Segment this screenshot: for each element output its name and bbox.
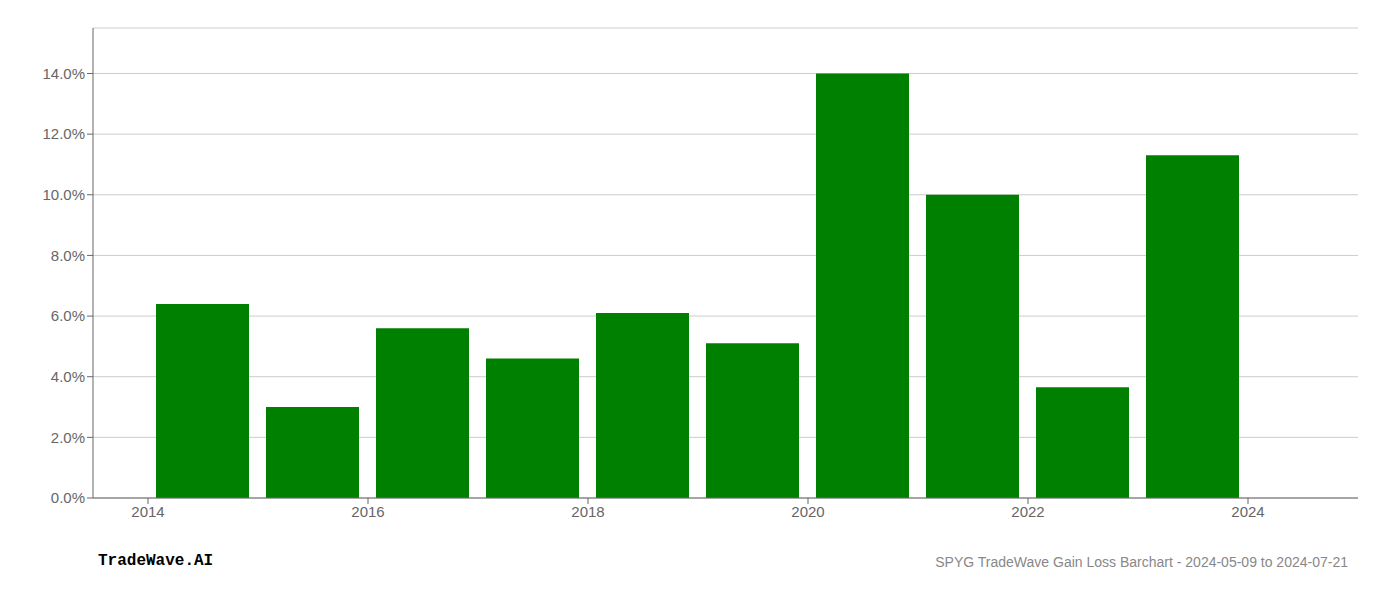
svg-text:2014: 2014 — [131, 503, 164, 520]
svg-text:2018: 2018 — [571, 503, 604, 520]
html-text:TradeWave.AI: TradeWave.AI — [98, 552, 214, 570]
svg-text:2020: 2020 — [791, 503, 824, 520]
svg-text:2024: 2024 — [1231, 503, 1264, 520]
svg-text:6.0%: 6.0% — [51, 307, 85, 324]
svg-text:2022: 2022 — [1011, 503, 1044, 520]
html-text:SPYG TradeWave Gain Loss Barch: SPYG TradeWave Gain Loss Barchart - 2024… — [935, 554, 1348, 570]
svg-text:4.0%: 4.0% — [51, 368, 85, 385]
svg-text:0.0%: 0.0% — [51, 489, 85, 506]
svg-text:12.0%: 12.0% — [42, 125, 85, 142]
svg-text:2.0%: 2.0% — [51, 429, 85, 446]
svg-text:8.0%: 8.0% — [51, 247, 85, 264]
svg-text:10.0%: 10.0% — [42, 186, 85, 203]
svg-text:2016: 2016 — [351, 503, 384, 520]
svg-text:14.0%: 14.0% — [42, 65, 85, 82]
